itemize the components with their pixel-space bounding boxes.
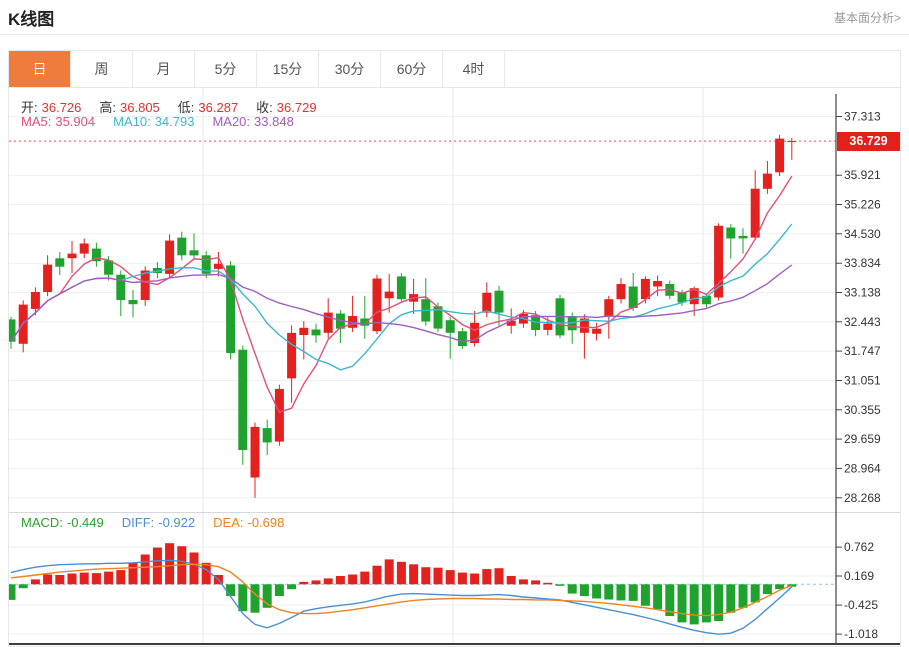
ma5-line	[10, 175, 793, 414]
macdrow-item-2: DEA: -0.698	[213, 515, 285, 530]
svg-text:34.530: 34.530	[844, 227, 881, 241]
last-price-badge: 36.729	[837, 131, 900, 151]
ma10-line	[10, 223, 793, 371]
svg-text:0.169: 0.169	[844, 569, 874, 583]
svg-text:35.226: 35.226	[844, 198, 881, 212]
header: K线图 基本面分析>	[0, 0, 909, 35]
svg-text:28.964: 28.964	[844, 461, 881, 475]
macd-legend-row: MACD: -0.449 DIFF: -0.922 DEA: -0.698	[21, 515, 302, 530]
vertical-gridlines	[202, 88, 704, 642]
macdrow-item-0: MACD: -0.449	[21, 515, 104, 530]
page-title: K线图	[8, 9, 55, 29]
bottom-axis-line	[9, 643, 900, 645]
svg-text:33.834: 33.834	[844, 256, 881, 270]
tab-period-6[interactable]: 60分	[381, 51, 443, 87]
chart-box: 日周月 5分 15分 30分 60分 4时 37.313 35.921 35.226 34.53…	[8, 50, 901, 647]
kline-chart-canvas[interactable]: 37.313 35.921 35.226 34.530 33.834 33.138 32.4…	[9, 88, 900, 646]
svg-text:33.138: 33.138	[844, 286, 881, 300]
ohlcrow-item-0: 开: 36.726	[21, 100, 82, 115]
svg-text:-0.425: -0.425	[844, 598, 878, 612]
y-axis-macd-labels: 0.762 0.169 -0.425 -1.018	[836, 540, 878, 641]
tab-period-2[interactable]: 月	[133, 51, 195, 87]
svg-text:28.268: 28.268	[844, 491, 881, 505]
marow-item-0: MA5: 35.904	[21, 114, 96, 129]
candlesticks	[9, 134, 797, 498]
svg-text:31.051: 31.051	[844, 374, 881, 388]
svg-text:0.762: 0.762	[844, 540, 874, 554]
tab-period-0[interactable]: 日	[9, 51, 71, 87]
svg-text:29.659: 29.659	[844, 432, 881, 446]
tab-period-1[interactable]: 周	[71, 51, 133, 87]
macd-histogram	[9, 543, 797, 625]
y-axis-price-labels: 37.313 35.921 35.226 34.530 33.834 33.138 32.4…	[836, 110, 881, 505]
svg-text:31.747: 31.747	[844, 344, 881, 358]
ohlcrow-item-2: 低: 36.287	[177, 100, 239, 115]
ohlcrow-item-3: 收: 36.729	[256, 100, 317, 115]
ohlcrow-item-1: 高: 36.805	[99, 100, 160, 115]
price-gridlines	[9, 116, 836, 499]
ma20-line	[10, 264, 793, 343]
fundamental-analysis-link[interactable]: 基本面分析>	[833, 10, 901, 25]
ma-legend-row: MA5: 35.904 MA10: 34.793 MA20: 33.848	[21, 114, 312, 129]
svg-text:37.313: 37.313	[844, 110, 881, 124]
macdrow-item-1: DIFF: -0.922	[121, 515, 196, 530]
period-tabbar: 日周月 5分 15分 30分 60分 4时	[9, 51, 900, 88]
tab-period-5[interactable]: 30分	[319, 51, 381, 87]
svg-text:30.355: 30.355	[844, 403, 881, 417]
dea-line	[10, 563, 793, 617]
svg-text:35.921: 35.921	[844, 168, 881, 182]
svg-text:-1.018: -1.018	[844, 627, 878, 641]
svg-text:32.443: 32.443	[844, 315, 881, 329]
tab-period-4[interactable]: 15分	[257, 51, 319, 87]
diff-line	[10, 559, 793, 635]
chart-area[interactable]: 37.313 35.921 35.226 34.530 33.834 33.138 32.4…	[9, 88, 900, 646]
macd-gridlines	[9, 546, 836, 635]
tab-period-3[interactable]: 5分	[195, 51, 257, 87]
marow-item-2: MA20: 33.848	[212, 114, 294, 129]
tab-period-7[interactable]: 4时	[443, 51, 505, 87]
ohlc-row: 开: 36.726 高: 36.805 低: 36.287 收: 36.729	[21, 97, 335, 116]
marow-item-1: MA10: 34.793	[113, 114, 195, 129]
